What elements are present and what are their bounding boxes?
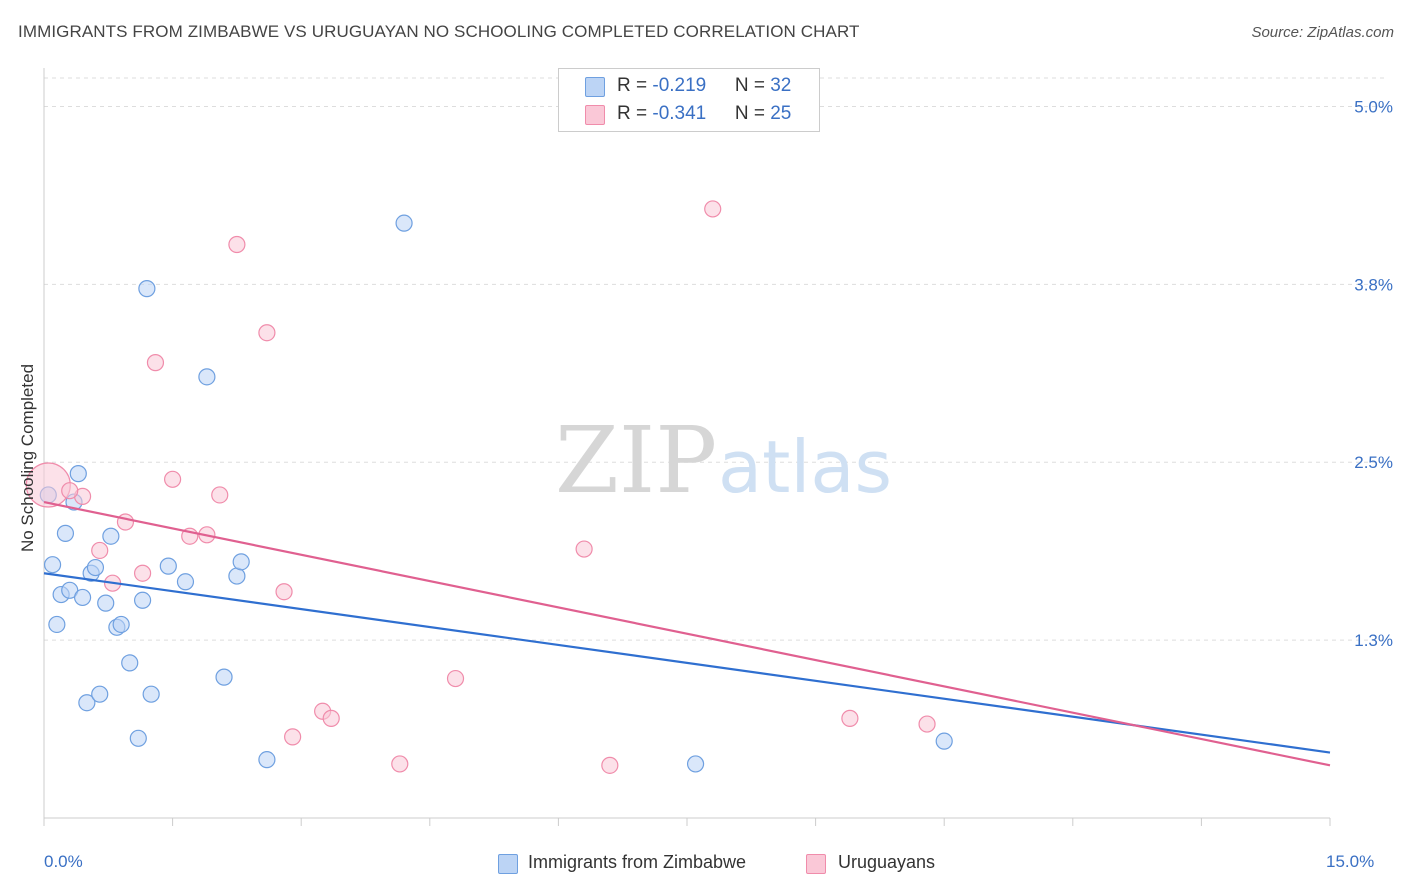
chart-title: IMMIGRANTS FROM ZIMBABWE VS URUGUAYAN NO… (18, 22, 860, 41)
x-tick-label-max: 15.0% (1326, 852, 1375, 871)
point-zimbabwe (97, 594, 115, 612)
legend-swatch-uruguay (585, 105, 605, 125)
trend-line-uruguay (43, 500, 1331, 767)
point-zimbabwe (56, 524, 75, 542)
y-tick-label: 5.0% (1354, 97, 1393, 116)
point-uruguay (446, 669, 465, 688)
point-zimbabwe (61, 581, 79, 599)
point-uruguay (133, 564, 152, 582)
point-uruguay (841, 709, 859, 727)
legend-swatch (498, 854, 518, 874)
point-zimbabwe (121, 654, 139, 672)
point-uruguay (228, 235, 246, 254)
watermark-zip: ZIP (555, 407, 717, 514)
point-zimbabwe (228, 567, 246, 585)
point-zimbabwe (86, 558, 105, 577)
point-zimbabwe (73, 588, 92, 607)
point-uruguay (211, 486, 229, 504)
point-zimbabwe (91, 685, 109, 703)
point-zimbabwe (215, 668, 233, 686)
point-uruguay (164, 470, 182, 488)
point-zimbabwe (43, 556, 62, 574)
point-uruguay (284, 728, 302, 746)
point-zimbabwe (258, 751, 276, 769)
point-uruguay (116, 513, 135, 531)
point-zimbabwe (69, 465, 87, 483)
point-zimbabwe (159, 557, 177, 575)
axes (43, 68, 1331, 826)
legend-row-zimbabwe: R = -0.219 N = 32 (617, 75, 792, 96)
y-axis-label: No Schooling Completed (18, 363, 37, 553)
y-tick-labels: 5.0% 3.8% 2.5% 1.3% (1354, 97, 1393, 650)
trend-lines (43, 500, 1331, 767)
point-uruguay (275, 583, 293, 601)
point-zimbabwe (138, 280, 156, 298)
legend-swatch-zimbabwe (585, 77, 605, 97)
point-zimbabwe (112, 615, 130, 634)
x-tick-label-min: 0.0% (44, 852, 83, 871)
y-tick-label: 2.5% (1354, 453, 1393, 472)
point-zimbabwe (102, 527, 120, 545)
source-label: Source: ZipAtlas.com (1251, 24, 1394, 41)
correlation-legend: R = -0.219 N = 32 R = -0.341 N = 25 (558, 68, 820, 132)
legend-label: Immigrants from Zimbabwe (528, 852, 747, 872)
point-zimbabwe (78, 694, 96, 712)
y-tick-label: 1.3% (1354, 631, 1393, 650)
point-uruguay (704, 200, 722, 218)
watermark-atlas: atlas (718, 425, 892, 509)
point-zimbabwe (176, 573, 195, 591)
point-uruguay (258, 324, 276, 342)
point-uruguay (391, 755, 409, 773)
point-uruguay (91, 541, 109, 560)
point-uruguay (601, 756, 619, 774)
point-zimbabwe (686, 755, 705, 773)
point-zimbabwe (48, 615, 66, 634)
point-zimbabwe (198, 368, 216, 386)
legend-label: Uruguayans (838, 852, 936, 872)
point-zimbabwe (935, 732, 953, 750)
data-points (25, 200, 953, 774)
point-uruguay (146, 354, 165, 372)
legend-row-uruguay: R = -0.341 N = 25 (617, 103, 792, 124)
point-zimbabwe (133, 591, 152, 609)
point-uruguay (575, 540, 593, 558)
point-uruguay (61, 482, 79, 500)
point-zimbabwe (129, 729, 147, 747)
legend-swatch (806, 854, 826, 874)
y-tick-label: 3.8% (1354, 275, 1393, 294)
point-zimbabwe (142, 685, 160, 703)
trend-line-zimbabwe (43, 572, 1331, 754)
point-uruguay (322, 709, 340, 727)
point-zimbabwe (232, 553, 250, 571)
point-zimbabwe (395, 214, 413, 232)
point-uruguay (918, 715, 936, 733)
